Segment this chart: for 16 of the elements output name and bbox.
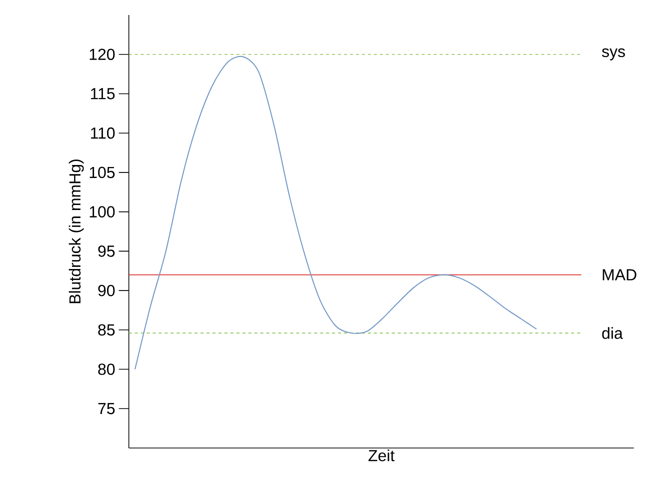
y-tick-label: 80 [98, 364, 115, 375]
line-series [134, 56, 538, 370]
x-axis-title: Zeit [368, 450, 395, 462]
ref-line-label: dia [602, 327, 623, 339]
y-tick-label: 115 [91, 88, 115, 100]
ref-line-label: sys [602, 48, 625, 60]
y-tick-label: 90 [98, 284, 115, 296]
y-tick-label: 75 [98, 403, 115, 414]
y-axis-title: Blutdruck (in mmHg) [68, 160, 84, 304]
y-tick-label: 110 [91, 127, 115, 139]
y-tick-label: 120 [90, 48, 115, 60]
ref-line-label: MAD [602, 269, 636, 280]
y-tick-label: 85 [98, 324, 115, 336]
y-tick-label: 105 [90, 166, 115, 178]
y-tick-label: 95 [98, 246, 115, 257]
y-tick-label: 100 [90, 206, 115, 218]
